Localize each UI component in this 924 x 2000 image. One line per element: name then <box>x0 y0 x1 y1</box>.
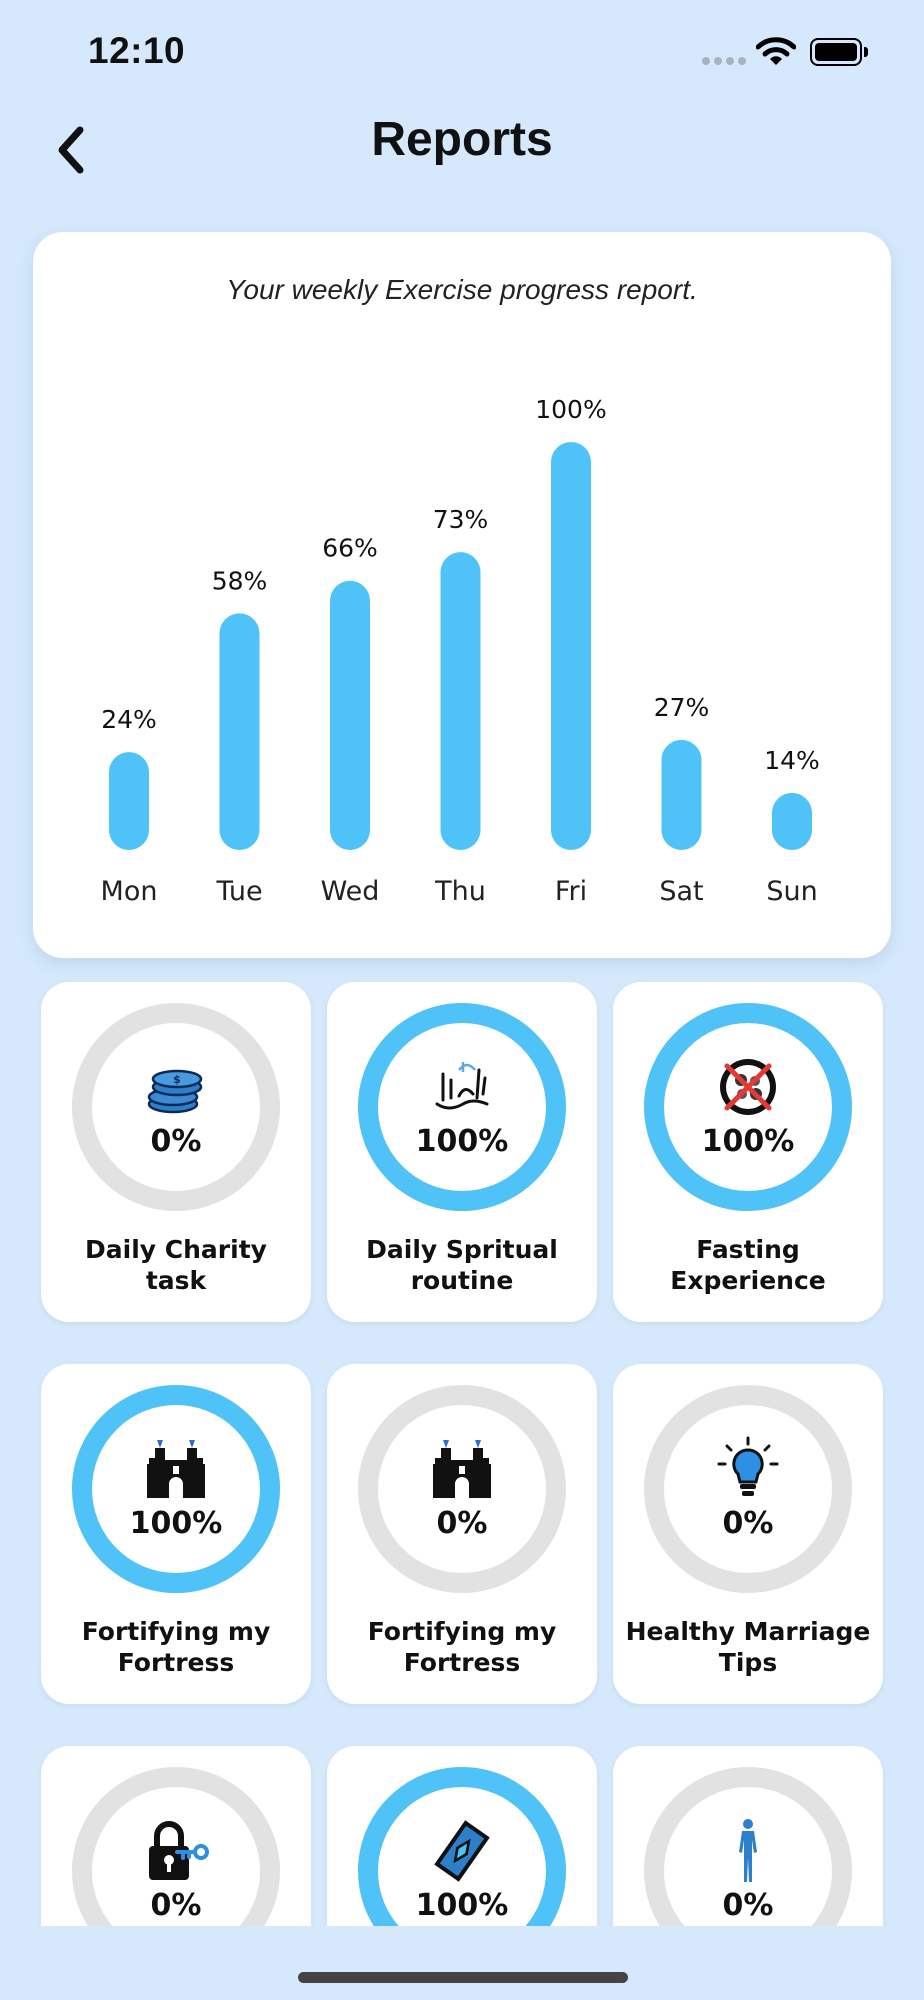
task-card[interactable]: 0% Healthy Marriage Tips <box>613 1364 883 1704</box>
back-button[interactable] <box>44 120 96 180</box>
task-card[interactable]: 0% Fortifying my Fortress <box>327 1364 597 1704</box>
progress-ring: 0% <box>357 1384 567 1594</box>
value-label-thu: 73% <box>433 505 489 534</box>
castle-icon <box>143 1436 209 1502</box>
day-label-tue: Tue <box>215 876 262 907</box>
chevron-left-icon <box>58 126 84 174</box>
value-label-fri: 100% <box>535 395 606 424</box>
task-card[interactable]: 100% Daily Spritual routine <box>327 982 597 1322</box>
value-label-tue: 58% <box>212 566 268 595</box>
lock-key-icon <box>143 1818 209 1884</box>
task-card[interactable]: 100% <box>327 1746 597 1926</box>
task-percent: 0% <box>150 1888 202 1923</box>
task-card[interactable]: $ 0% Daily Charity task <box>41 982 311 1322</box>
task-grid[interactable]: $ 0% Daily Charity task 100% Daily Spritua… <box>0 958 924 1926</box>
castle-icon <box>429 1436 495 1502</box>
progress-ring: 100% <box>643 1002 853 1212</box>
chart-subtitle: Your weekly Exercise progress report. <box>226 274 698 305</box>
task-percent: 100% <box>701 1124 795 1159</box>
progress-ring: 100% <box>71 1384 281 1594</box>
progress-ring: 100% <box>357 1002 567 1212</box>
lightbulb-icon <box>715 1436 781 1502</box>
day-label-fri: Fri <box>555 876 587 907</box>
bar-sun <box>772 792 812 850</box>
status-time: 12:10 <box>88 30 186 71</box>
bar-sat <box>661 739 702 850</box>
task-percent: 100% <box>415 1124 509 1159</box>
task-card[interactable]: 100% Fortifying my Fortress <box>41 1364 311 1704</box>
bar-wed <box>330 580 370 850</box>
day-label-mon: Mon <box>101 876 158 907</box>
home-indicator[interactable] <box>298 1972 628 1983</box>
task-percent: 0% <box>722 1506 774 1541</box>
svg-text:$: $ <box>173 1073 181 1086</box>
bar-thu <box>440 552 481 850</box>
no-food-icon <box>715 1054 781 1120</box>
task-label: Healthy Marriage Tips <box>625 1617 871 1677</box>
task-percent: 100% <box>415 1888 509 1923</box>
progress-ring: 0% <box>643 1384 853 1594</box>
value-label-sun: 14% <box>764 746 820 775</box>
day-label-sat: Sat <box>659 876 703 907</box>
value-label-mon: 24% <box>101 705 157 734</box>
task-label: Fasting Experience <box>670 1235 826 1295</box>
cellular-signal-icon <box>702 57 746 65</box>
value-label-sat: 27% <box>654 693 710 722</box>
task-percent: 0% <box>436 1506 488 1541</box>
day-label-thu: Thu <box>434 876 486 907</box>
page-title: Reports <box>371 113 553 166</box>
progress-ring: $ 0% <box>71 1002 281 1212</box>
progress-ring: 100% <box>357 1766 567 1926</box>
progress-ring-graphic <box>358 1385 566 1593</box>
progress-ring-graphic <box>72 1003 280 1211</box>
progress-ring: 0% <box>71 1766 281 1926</box>
progress-ring-graphic <box>72 1767 280 1926</box>
bar-tue <box>219 613 260 850</box>
task-label: Fortifying my Fortress <box>81 1617 271 1677</box>
day-label-wed: Wed <box>321 876 380 907</box>
progress-ring-graphic <box>358 1003 566 1211</box>
status-bar: 12:10 <box>0 0 924 105</box>
progress-ring-graphic <box>644 1767 852 1926</box>
task-label: Daily Charity task <box>85 1235 267 1295</box>
bar-mon <box>109 752 149 850</box>
task-card[interactable]: 0% <box>613 1746 883 1926</box>
task-label: Daily Spritual routine <box>366 1235 558 1295</box>
day-label-sun: Sun <box>766 876 817 907</box>
battery-icon <box>810 38 868 66</box>
task-label: Fortifying my Fortress <box>367 1617 557 1677</box>
progress-ring-graphic <box>644 1003 852 1211</box>
prayer-mat-icon <box>429 1818 495 1884</box>
arabic-calligraphy-icon <box>429 1054 495 1120</box>
wifi-icon <box>756 37 796 65</box>
human-figure-icon <box>715 1818 781 1884</box>
task-percent: 100% <box>129 1506 223 1541</box>
progress-ring-graphic <box>644 1385 852 1593</box>
task-percent: 0% <box>150 1124 202 1159</box>
weekly-bar-chart: 24% Mon 58% Tue 66% Wed 73% Thu 100% Fri 27% Sat 14%… <box>101 395 820 907</box>
bar-fri <box>551 442 591 850</box>
value-label-wed: 66% <box>322 534 378 563</box>
task-card[interactable]: 0% <box>41 1746 311 1926</box>
progress-ring-graphic <box>358 1767 566 1926</box>
task-card[interactable]: 100% Fasting Experience <box>613 982 883 1322</box>
bottom-safe-area <box>0 1926 924 2000</box>
progress-ring-graphic <box>72 1385 280 1593</box>
coins-icon: $ <box>143 1054 209 1120</box>
progress-ring: 0% <box>643 1766 853 1926</box>
task-percent: 0% <box>722 1888 774 1923</box>
weekly-report-card: Your weekly Exercise progress report. 24… <box>33 232 891 958</box>
